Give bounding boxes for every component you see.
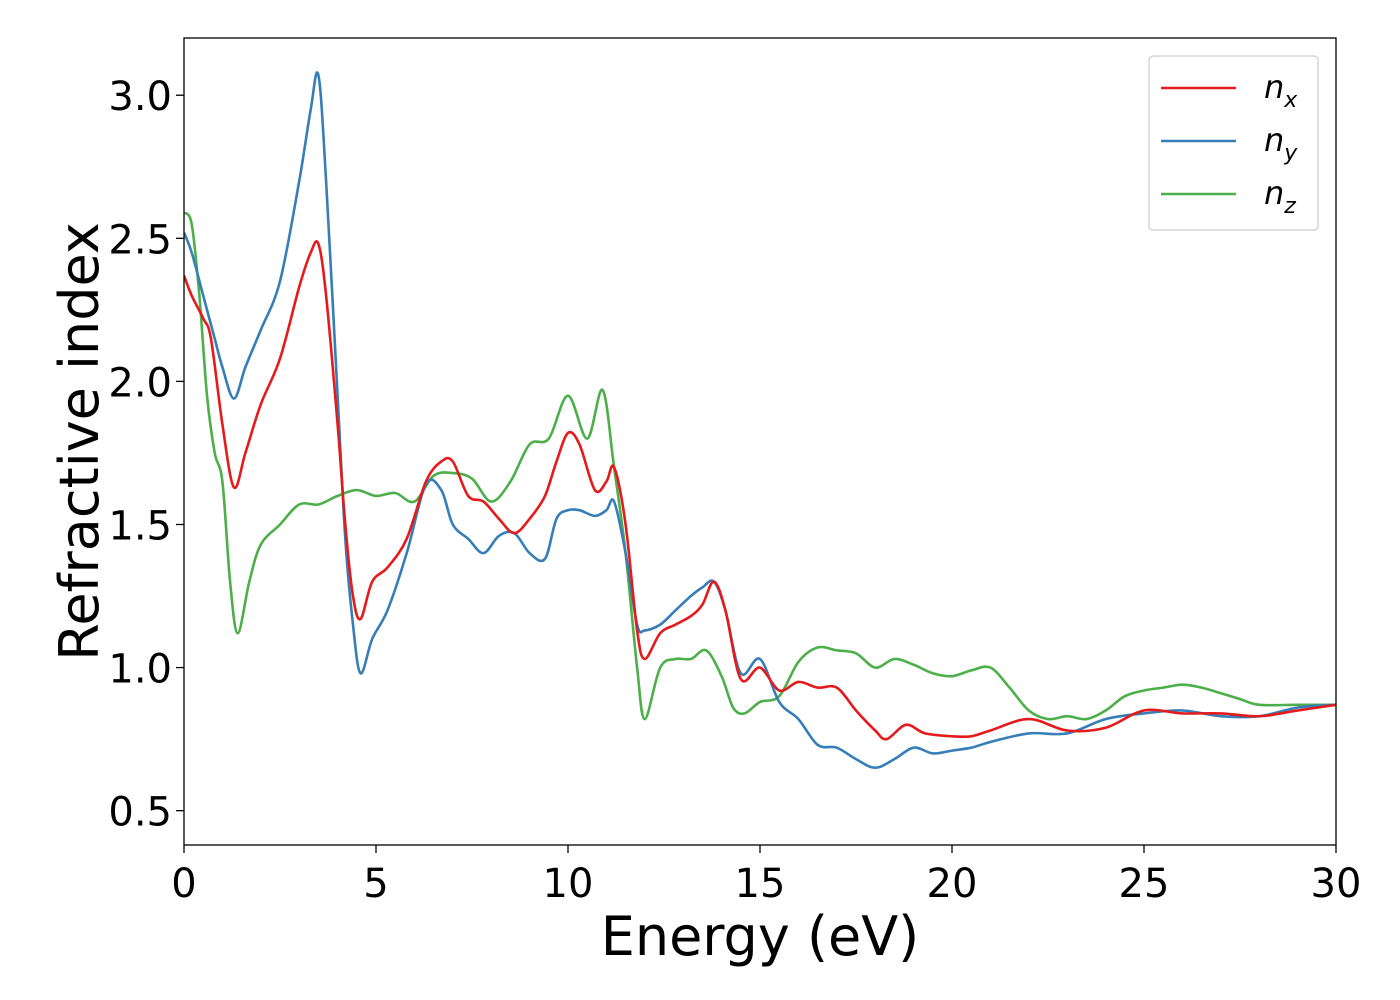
series-layer: [184, 71, 1336, 769]
y-tick-label: 1.5: [108, 503, 172, 549]
series-line-y: [184, 71, 1336, 769]
x-tick-label: 25: [1119, 861, 1170, 907]
y-tick-label: 1.0: [108, 647, 172, 693]
y-axis-label: Refractive index: [48, 222, 111, 661]
x-tick-label: 5: [363, 861, 388, 907]
legend-label-sub: x: [1283, 88, 1298, 113]
y-tick-label: 0.5: [108, 790, 172, 836]
x-axis-label: Energy (eV): [601, 905, 920, 968]
y-tick-label: 2.0: [108, 360, 172, 406]
ticks-layer: 0 5 10 15 20 25 30 0.5 1.0 1.5 2.0 2.5 3.0: [108, 74, 1361, 907]
y-tick-label: 2.5: [108, 217, 172, 263]
y-tick-label: 3.0: [108, 74, 172, 120]
series-line-z: [184, 211, 1336, 721]
x-tick-label: 20: [927, 861, 978, 907]
legend-label-main: n: [1264, 174, 1284, 212]
legend-label-z: nz: [1264, 174, 1296, 219]
legend-label-main: n: [1264, 68, 1284, 106]
legend-label-main: n: [1264, 121, 1284, 159]
x-tick-label: 30: [1311, 861, 1362, 907]
legend-label-sub: y: [1283, 141, 1298, 166]
legend-label-sub: z: [1283, 194, 1296, 219]
series-line-x: [184, 240, 1336, 741]
x-tick-label: 15: [735, 861, 786, 907]
x-tick-label: 10: [543, 861, 594, 907]
legend-box: [1148, 55, 1319, 231]
legend-label-y: ny: [1264, 121, 1298, 166]
legend-label-x: nx: [1264, 68, 1298, 113]
x-tick-label: 0: [171, 861, 196, 907]
